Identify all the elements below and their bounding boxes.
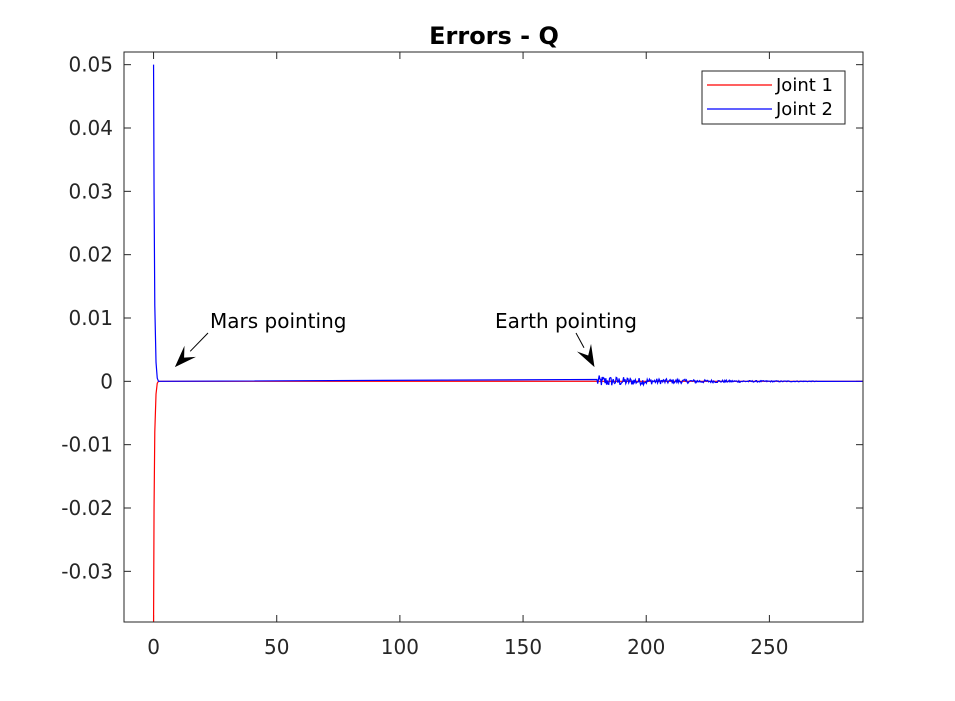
x-tick-label: 100 — [381, 635, 419, 659]
legend-box — [701, 70, 846, 125]
legend: Joint 1 Joint 2 — [701, 70, 846, 125]
axis-ticks: 0 50 100 150 200 250 -0.03 -0.02 -0.01 0 0.01 0.02 0… — [61, 52, 863, 659]
chart-title: Errors - Q — [429, 22, 559, 50]
legend-label-2: Joint 2 — [775, 99, 833, 120]
annotation-label: Mars pointing — [210, 309, 346, 333]
y-tick-label: 0.05 — [68, 53, 113, 77]
x-tick-label: 0 — [147, 635, 160, 659]
legend-label-1: Joint 1 — [775, 75, 833, 96]
y-tick-label: -0.02 — [61, 496, 113, 520]
y-tick-label: -0.01 — [61, 433, 113, 457]
series-group — [152, 64, 863, 622]
y-tick-label: 0 — [100, 369, 113, 393]
y-tick-label: 0.03 — [68, 179, 113, 203]
x-tick-label: 250 — [750, 635, 788, 659]
annotation-arrow-head — [576, 343, 595, 368]
y-tick-label: 0.02 — [68, 243, 113, 267]
x-tick-label: 50 — [264, 635, 289, 659]
annotations: Mars pointing Earth pointing — [174, 309, 637, 368]
y-tick-label: 0.04 — [68, 116, 113, 140]
annotation-arrow-shaft — [189, 332, 209, 352]
annotation-arrow-shaft — [575, 332, 585, 348]
plot-area — [124, 52, 863, 622]
annotation-arrow-head — [174, 345, 196, 368]
y-tick-label: 0.01 — [68, 306, 113, 330]
x-tick-label: 200 — [627, 635, 665, 659]
annotation-label: Earth pointing — [495, 309, 637, 333]
x-tick-label: 150 — [504, 635, 542, 659]
series-line-2 — [152, 64, 863, 387]
y-tick-label: -0.03 — [61, 559, 113, 583]
axes-box — [123, 51, 864, 623]
